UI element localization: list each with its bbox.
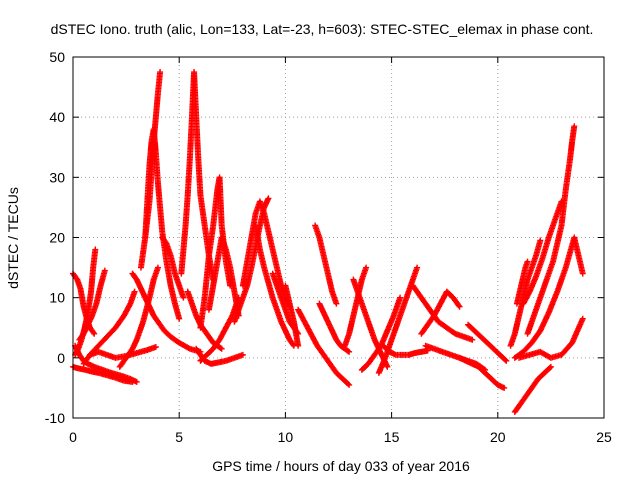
data-series [380,342,431,358]
data-point [92,246,99,253]
y-tick-label: 50 [49,49,65,65]
data-point [345,380,352,387]
x-tick-label: 25 [596,429,612,445]
data-point [176,315,183,322]
data-series [70,270,98,337]
data-point [558,198,565,205]
y-tick-label: -10 [45,410,65,426]
x-tick-label: 0 [69,429,77,445]
x-tick-label: 15 [384,429,400,445]
y-tick-label: 20 [49,230,65,246]
data-series [137,69,164,271]
x-tick-label: 10 [278,429,294,445]
chart-title: dSTEC Iono. truth (alic, Lon=133, Lat=-2… [51,21,594,37]
data-point [579,315,586,322]
data-point [455,302,462,309]
data-point [101,267,108,274]
data-point [154,264,161,271]
data-series [76,267,108,343]
data-series [350,276,391,370]
data-series [520,198,565,307]
data-point [239,351,246,358]
data-series [516,315,586,361]
data-point [180,294,187,301]
data-point [346,348,353,355]
data-series [252,222,297,349]
data-series [507,237,544,349]
x-tick-label: 5 [175,429,183,445]
data-series [358,294,404,373]
data-point [218,345,225,352]
data-point [131,288,138,295]
data-series [456,354,508,391]
data-point [414,264,421,271]
data-point [503,357,510,364]
data-point [90,329,97,336]
plot-frame [72,56,605,419]
data-point [547,363,554,370]
data-series [375,264,421,376]
data-series [193,345,246,367]
data-point [397,294,404,301]
data-point [469,336,476,343]
y-tick-label: 10 [49,290,65,306]
data-point [501,384,508,391]
data-series [316,300,353,355]
data-point [91,330,98,337]
data-point [384,363,391,370]
y-tick-label: 40 [49,109,65,125]
y-tick-label: 0 [57,350,65,366]
data-point [345,348,352,355]
y-axis-label: dSTEC / TECUs [5,187,21,289]
data-point [133,378,140,385]
data-series [513,258,531,307]
data-series [465,321,510,364]
data-point [579,270,586,277]
x-axis-label: GPS time / hours of day 033 of year 2016 [212,458,470,474]
data-point [537,237,544,244]
data-point [217,345,224,352]
data-series [282,282,302,349]
data-point [502,356,509,363]
data-point [295,342,302,349]
data-point [157,69,164,76]
data-series [116,264,161,370]
data-series [409,282,476,343]
grid-layer [73,57,604,418]
data-point [546,364,553,371]
data-series [295,306,353,388]
data-point [265,195,272,202]
data-point [424,347,431,354]
data-series [159,234,187,301]
data-series [418,288,463,337]
data-series [312,222,340,307]
data-point [152,344,159,351]
data-series [511,363,554,415]
data-point [363,264,370,271]
y-tick-label: 30 [49,169,65,185]
data-points [70,69,586,415]
data-point [333,300,340,307]
data-series [511,234,586,361]
data-point [571,123,578,130]
data-point [456,303,463,310]
data-series [524,123,578,337]
data-point [524,258,531,265]
x-tick-label: 20 [490,429,506,445]
data-point [346,381,353,388]
